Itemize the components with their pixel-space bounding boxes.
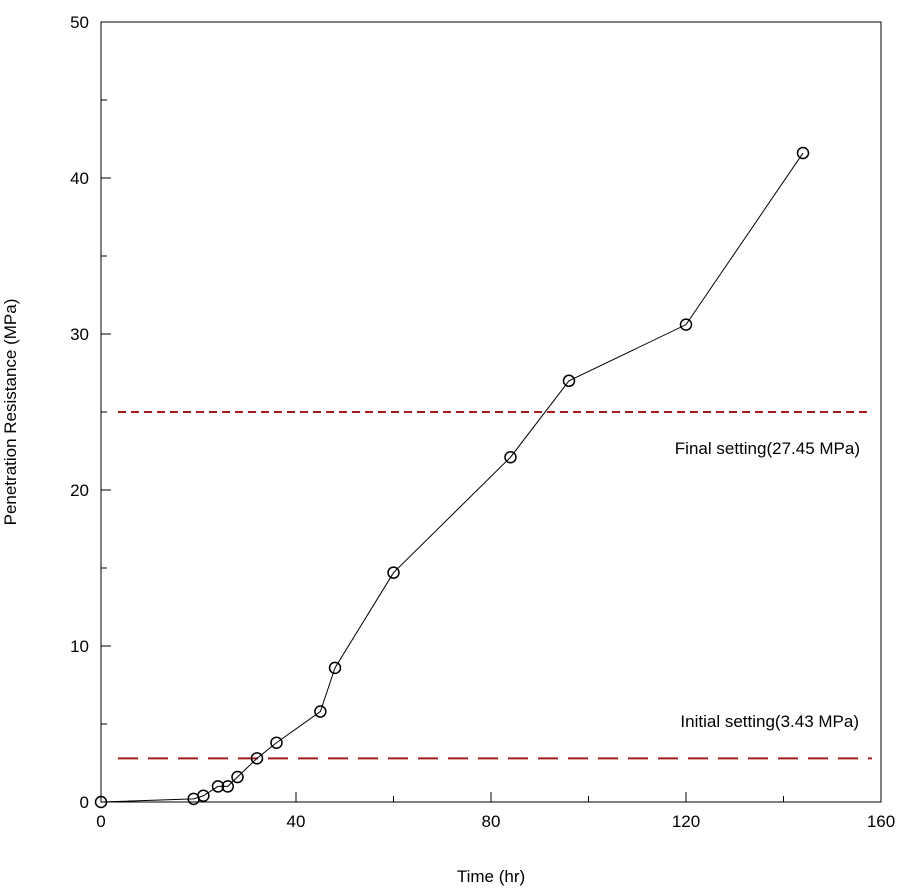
data-point: [94, 795, 108, 809]
initial-setting-label: Initial setting(3.43 MPa): [680, 712, 859, 731]
y-tick-label: 20: [70, 481, 89, 500]
x-tick-label: 40: [287, 812, 306, 831]
data-point: [387, 566, 400, 579]
x-tick-label: 80: [482, 812, 501, 831]
data-point: [796, 146, 810, 160]
y-tick-label: 40: [70, 169, 89, 188]
x-tick-label: 160: [867, 812, 895, 831]
x-axis-label: Time (hr): [457, 867, 525, 886]
y-axis-label: Penetration Resistance (MPa): [1, 299, 20, 526]
y-tick-label: 30: [70, 325, 89, 344]
series-line: [100, 152, 804, 803]
data-point: [231, 770, 244, 784]
y-tick-label: 0: [80, 793, 89, 812]
data-point: [314, 705, 327, 718]
x-tick-label: 120: [672, 812, 700, 831]
reference-lines: [118, 411, 872, 760]
data-point: [562, 374, 576, 388]
data-point: [250, 752, 264, 765]
data-point: [270, 736, 283, 749]
data-point: [328, 661, 342, 675]
final-setting-label: Final setting(27.45 MPa): [675, 439, 860, 458]
y-tick-label: 10: [70, 637, 89, 656]
data-point: [679, 318, 693, 331]
data-point: [504, 450, 517, 464]
data-point: [197, 789, 210, 803]
axis-ticks: 0 40 80 120 160 0 10 20 30 40 50: [70, 13, 895, 831]
data-point: [211, 780, 225, 793]
data-point: [221, 780, 234, 793]
y-tick-label: 50: [70, 13, 89, 32]
annotations: Final setting(27.45 MPa) Initial setting(…: [675, 439, 860, 731]
x-tick-label: 0: [96, 812, 105, 831]
plot-frame: [100, 21, 882, 803]
data-series: [94, 146, 810, 809]
